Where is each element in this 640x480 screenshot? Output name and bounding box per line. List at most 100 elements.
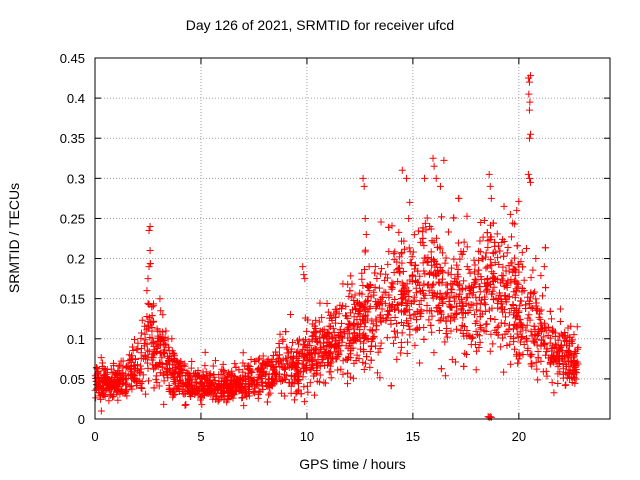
data-point [122, 363, 130, 371]
data-point [258, 378, 266, 386]
data-point [331, 305, 339, 313]
data-point [428, 261, 436, 269]
data-point [429, 281, 437, 289]
data-point [444, 313, 452, 321]
y-tick-label: 0.4 [67, 91, 85, 106]
data-point [133, 345, 141, 353]
data-point [367, 342, 375, 350]
data-point [466, 269, 474, 277]
data-point [295, 335, 303, 343]
data-point [472, 366, 480, 374]
data-point [443, 333, 451, 341]
data-point [393, 320, 401, 328]
data-point [465, 290, 473, 298]
data-point [381, 299, 389, 307]
data-point [475, 266, 483, 274]
data-point [105, 397, 113, 405]
data-point [162, 327, 170, 335]
data-point [170, 350, 178, 358]
data-point [300, 271, 308, 279]
data-point [172, 378, 180, 386]
data-point [275, 344, 283, 352]
data-point [343, 356, 351, 364]
data-point [135, 368, 143, 376]
data-point [488, 290, 496, 298]
data-point [130, 375, 138, 383]
data-point [421, 219, 429, 227]
data-point [466, 285, 474, 293]
data-point [522, 245, 530, 253]
data-point [215, 377, 223, 385]
data-point [166, 387, 174, 395]
data-point [293, 366, 301, 374]
data-point [412, 284, 420, 292]
data-point [382, 316, 390, 324]
data-point [438, 213, 446, 221]
x-axis-label: GPS time / hours [299, 456, 406, 472]
data-point [403, 350, 411, 358]
data-point [201, 362, 209, 370]
data-point [350, 297, 358, 305]
data-point [483, 229, 491, 237]
data-point [361, 214, 369, 222]
data-point [438, 279, 446, 287]
data-point [342, 312, 350, 320]
data-point [325, 322, 333, 330]
data-point [501, 330, 509, 338]
data-point [293, 376, 301, 384]
data-point [297, 367, 305, 375]
data-point [568, 336, 576, 344]
data-point [187, 364, 195, 372]
data-point [398, 286, 406, 294]
data-point [159, 311, 167, 319]
x-tick-label: 20 [512, 429, 526, 444]
data-point [490, 283, 498, 291]
data-point [334, 342, 342, 350]
data-point [277, 377, 285, 385]
data-point [366, 363, 374, 371]
data-point [143, 340, 151, 348]
data-point [384, 311, 392, 319]
data-point [311, 370, 319, 378]
data-point [138, 384, 146, 392]
data-point [148, 303, 156, 311]
data-point [96, 389, 104, 397]
data-point [411, 261, 419, 269]
data-point [524, 314, 532, 322]
data-point [95, 374, 103, 382]
data-point [501, 319, 509, 327]
data-point [180, 390, 188, 398]
data-point [361, 305, 369, 313]
data-point [361, 319, 369, 327]
data-point [570, 366, 578, 374]
data-point [390, 256, 398, 264]
data-point [393, 355, 401, 363]
data-point [443, 281, 451, 289]
data-point [259, 352, 267, 360]
data-point [486, 262, 494, 270]
data-point [527, 72, 535, 80]
data-point [441, 372, 449, 380]
data-point [491, 316, 499, 324]
data-point [446, 317, 454, 325]
data-point [371, 269, 379, 277]
data-point [420, 294, 428, 302]
data-point [476, 322, 484, 330]
data-point [475, 247, 483, 255]
data-point [298, 360, 306, 368]
data-point [244, 373, 252, 381]
data-point [423, 259, 431, 267]
data-point [453, 325, 461, 333]
data-point [460, 362, 468, 370]
data-point [105, 377, 113, 385]
x-tick-label: 5 [197, 429, 204, 444]
data-point [436, 182, 444, 190]
data-point [423, 214, 431, 222]
data-point [239, 393, 247, 401]
data-point [236, 375, 244, 383]
data-point [407, 299, 415, 307]
data-point [537, 325, 545, 333]
data-point [362, 230, 370, 238]
data-point [429, 154, 437, 162]
data-point [530, 322, 538, 330]
